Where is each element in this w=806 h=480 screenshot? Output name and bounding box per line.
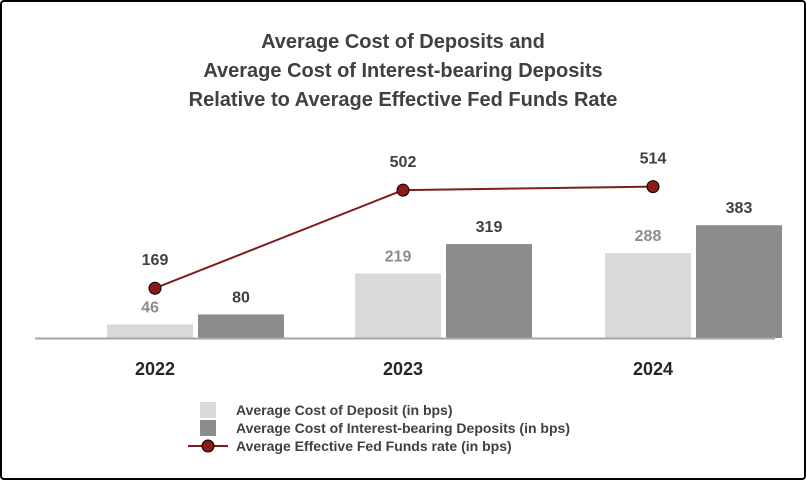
fed-funds-rate-label: 514	[640, 151, 667, 168]
bar-value-label: 319	[476, 219, 503, 236]
bar-value-label: 288	[635, 228, 662, 245]
fed-funds-rate-marker-2022	[148, 281, 162, 295]
legend-label: Average Cost of Deposit (in bps)	[236, 402, 453, 418]
bar-value-label: 80	[232, 289, 250, 306]
x-tick-label-2022: 2022	[135, 359, 175, 379]
bar-cost-of-ib-deposits-2024	[696, 225, 782, 338]
bar-value-label: 219	[385, 249, 412, 266]
bar-cost-of-ib-deposits-2022	[198, 314, 284, 338]
bar-cost-of-deposit-2023	[355, 273, 441, 338]
legend-label: Average Cost of Interest-bearing Deposit…	[236, 420, 570, 436]
fed-funds-rate-marker-2024	[646, 180, 660, 194]
bar-cost-of-ib-deposits-2023	[446, 244, 532, 338]
x-tick-label-2024: 2024	[633, 359, 673, 379]
chart-title: Average Cost of Deposits and Average Cos…	[189, 31, 618, 111]
fed-funds-rate-label: 169	[142, 252, 169, 269]
chart-title-line-3: Relative to Average Effective Fed Funds …	[189, 89, 618, 111]
legend-swatch-cost-of-deposit	[200, 402, 216, 418]
fed-funds-rate-marker-2023	[396, 183, 410, 197]
fed-funds-rate-label: 502	[390, 154, 417, 171]
bar-value-label: 383	[726, 200, 753, 217]
legend-label: Average Effective Fed Funds rate (in bps…	[236, 438, 512, 454]
chart-title-line-2: Average Cost of Interest-bearing Deposit…	[203, 60, 602, 82]
bar-cost-of-deposit-2024	[605, 253, 691, 338]
legend-marker-fed-funds-rate	[201, 439, 215, 453]
plot-area: 46 219 288 80 319 383 2022 2023 2024 169 502 514	[35, 151, 782, 379]
fed-funds-rate-line	[154, 185, 654, 290]
chart-title-line-1: Average Cost of Deposits and	[261, 31, 545, 53]
x-tick-label-2023: 2023	[383, 359, 423, 379]
bar-value-label: 46	[141, 299, 159, 316]
legend: Average Cost of Deposit (in bps) Average …	[188, 402, 570, 454]
bar-cost-of-deposit-2022	[107, 324, 193, 338]
legend-swatch-cost-of-ib-deposits	[200, 420, 216, 436]
